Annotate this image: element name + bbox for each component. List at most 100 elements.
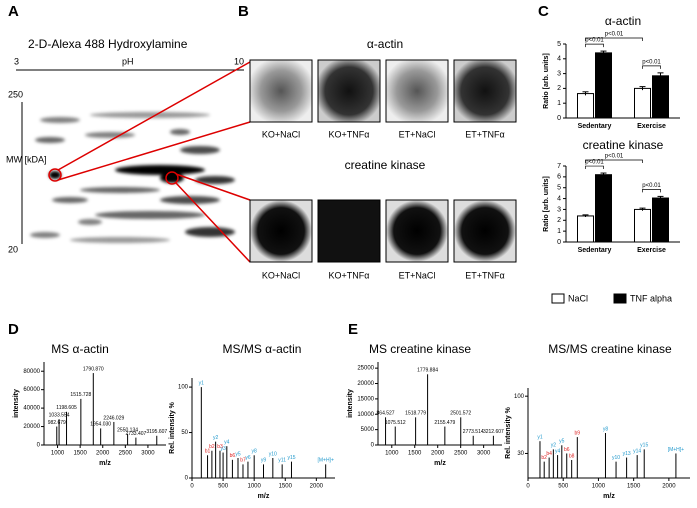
peak-label: 2155.479 bbox=[434, 420, 455, 426]
y-tick-label: 5000 bbox=[361, 427, 375, 433]
peak-label: 2550.134 bbox=[117, 427, 138, 433]
y-axis-label: intensity bbox=[347, 389, 354, 418]
y-tick-label: 1 bbox=[557, 100, 561, 107]
x-tick-label: 2000 bbox=[96, 451, 110, 457]
peak-label: b8 bbox=[569, 453, 575, 459]
x-tick-label: 2500 bbox=[454, 451, 468, 457]
peak-label: 1075.512 bbox=[385, 420, 406, 426]
peak-label: 1954.030 bbox=[90, 422, 111, 428]
peak-label: y14 bbox=[633, 448, 641, 454]
mw-tick: 20 bbox=[8, 244, 18, 254]
bar bbox=[652, 75, 669, 119]
condition: KO+NaCl bbox=[262, 270, 300, 280]
y-tick-label: 20000 bbox=[357, 381, 374, 387]
panel-label: D bbox=[8, 321, 19, 338]
y-tick-label: 6 bbox=[557, 174, 561, 181]
peak-label: 1198.605 bbox=[56, 405, 77, 411]
peak-label: y4 bbox=[555, 448, 561, 454]
peak-label: y9 bbox=[261, 458, 267, 464]
x-axis-label: m/z bbox=[99, 460, 111, 467]
peak-label: b6 bbox=[230, 453, 236, 459]
peak-label: y2 bbox=[213, 435, 219, 441]
x-tick-label: Sedentary bbox=[578, 247, 612, 254]
peak-label: 3212.607 bbox=[483, 429, 504, 435]
peak-label: y15 bbox=[640, 443, 648, 449]
chart-title: MS α-actin bbox=[51, 342, 109, 356]
x-tick-label: 1000 bbox=[385, 451, 399, 457]
significance-label: p<0.01 bbox=[585, 38, 604, 44]
ph-tick: 3 bbox=[14, 56, 19, 66]
condition: KO+TNFα bbox=[329, 129, 370, 139]
peak-label: [M+H]+ bbox=[317, 458, 333, 464]
peak-label: b6 bbox=[564, 447, 570, 453]
significance-bracket bbox=[642, 65, 661, 69]
peak-label: 3195.607 bbox=[146, 429, 167, 435]
peak-label: b1 bbox=[205, 449, 211, 455]
y-tick-label: 80000 bbox=[23, 369, 40, 375]
x-axis-label: m/z bbox=[603, 493, 615, 500]
bar bbox=[595, 174, 612, 243]
y-tick-label: 30 bbox=[517, 451, 524, 457]
row-title: α-actin bbox=[367, 37, 403, 51]
gel-image bbox=[30, 112, 235, 243]
x-tick-label: 1000 bbox=[592, 484, 606, 490]
panel-label: E bbox=[348, 321, 358, 338]
peak-label: y3 bbox=[220, 446, 226, 452]
y-tick-label: 100 bbox=[178, 385, 189, 391]
peak-label: b3 bbox=[217, 444, 223, 450]
panel-label: C bbox=[538, 3, 549, 20]
chart-title: MS/MS α-actin bbox=[223, 342, 302, 356]
chart-title: creatine kinase bbox=[583, 138, 664, 152]
peak-label: 1790.870 bbox=[83, 366, 104, 372]
peak-label: y6 bbox=[245, 455, 251, 461]
x-tick-label: 1500 bbox=[73, 451, 87, 457]
y-axis-label: Ratio [arb. units] bbox=[543, 176, 550, 232]
peak-label: y13 bbox=[623, 451, 631, 457]
condition: ET+TNFα bbox=[465, 270, 504, 280]
bar bbox=[634, 208, 651, 243]
x-tick-label: 0 bbox=[190, 484, 194, 490]
condition: ET+NaCl bbox=[399, 270, 436, 280]
condition: KO+NaCl bbox=[262, 129, 300, 139]
bar bbox=[577, 93, 594, 119]
legend-swatch bbox=[551, 293, 565, 304]
legend-label: NaCl bbox=[568, 293, 588, 303]
significance-bracket bbox=[585, 159, 643, 163]
y-tick-label: 40000 bbox=[23, 406, 40, 412]
ph-tick: 10 bbox=[234, 56, 244, 66]
y-axis-label: intensity bbox=[13, 389, 20, 418]
peak-label: y11 bbox=[278, 458, 286, 464]
significance-label: p<0.01 bbox=[585, 160, 604, 166]
peak-label: 1033.554 bbox=[49, 413, 70, 419]
condition: ET+TNFα bbox=[465, 129, 504, 139]
y-tick-label: 3 bbox=[557, 206, 561, 213]
peak-label: y2 bbox=[551, 443, 557, 449]
x-tick-label: 3000 bbox=[477, 451, 491, 457]
x-tick-label: 2500 bbox=[119, 451, 133, 457]
peak-label: y1 bbox=[199, 380, 205, 386]
significance-label: p<0.01 bbox=[605, 154, 624, 160]
y-tick-label: 10000 bbox=[357, 412, 374, 418]
legend-swatch bbox=[613, 293, 627, 304]
x-tick-label: Sedentary bbox=[578, 123, 612, 130]
y-tick-label: 1 bbox=[557, 228, 561, 235]
y-tick-label: 4 bbox=[557, 195, 561, 202]
condition: KO+TNFα bbox=[329, 270, 370, 280]
x-tick-label: 500 bbox=[218, 484, 229, 490]
y-tick-label: 50 bbox=[181, 430, 188, 436]
panel-label: A bbox=[8, 3, 19, 20]
significance-bracket bbox=[585, 37, 643, 41]
peak-label: b2 bbox=[541, 455, 547, 461]
ph-label: pH bbox=[122, 56, 134, 66]
peak-label: y10 bbox=[612, 455, 620, 461]
significance-bracket bbox=[585, 165, 604, 170]
spot-images-actin bbox=[249, 59, 517, 123]
peak-label: y10 bbox=[269, 451, 277, 457]
y-tick-label: 0 bbox=[37, 443, 41, 449]
x-tick-label: 2000 bbox=[662, 484, 676, 490]
peak-label: 1515.728 bbox=[70, 392, 91, 398]
peak-label: b9 bbox=[575, 430, 581, 436]
x-axis-label: m/z bbox=[434, 460, 446, 467]
chart-title: MS/MS creatine kinase bbox=[548, 342, 672, 356]
